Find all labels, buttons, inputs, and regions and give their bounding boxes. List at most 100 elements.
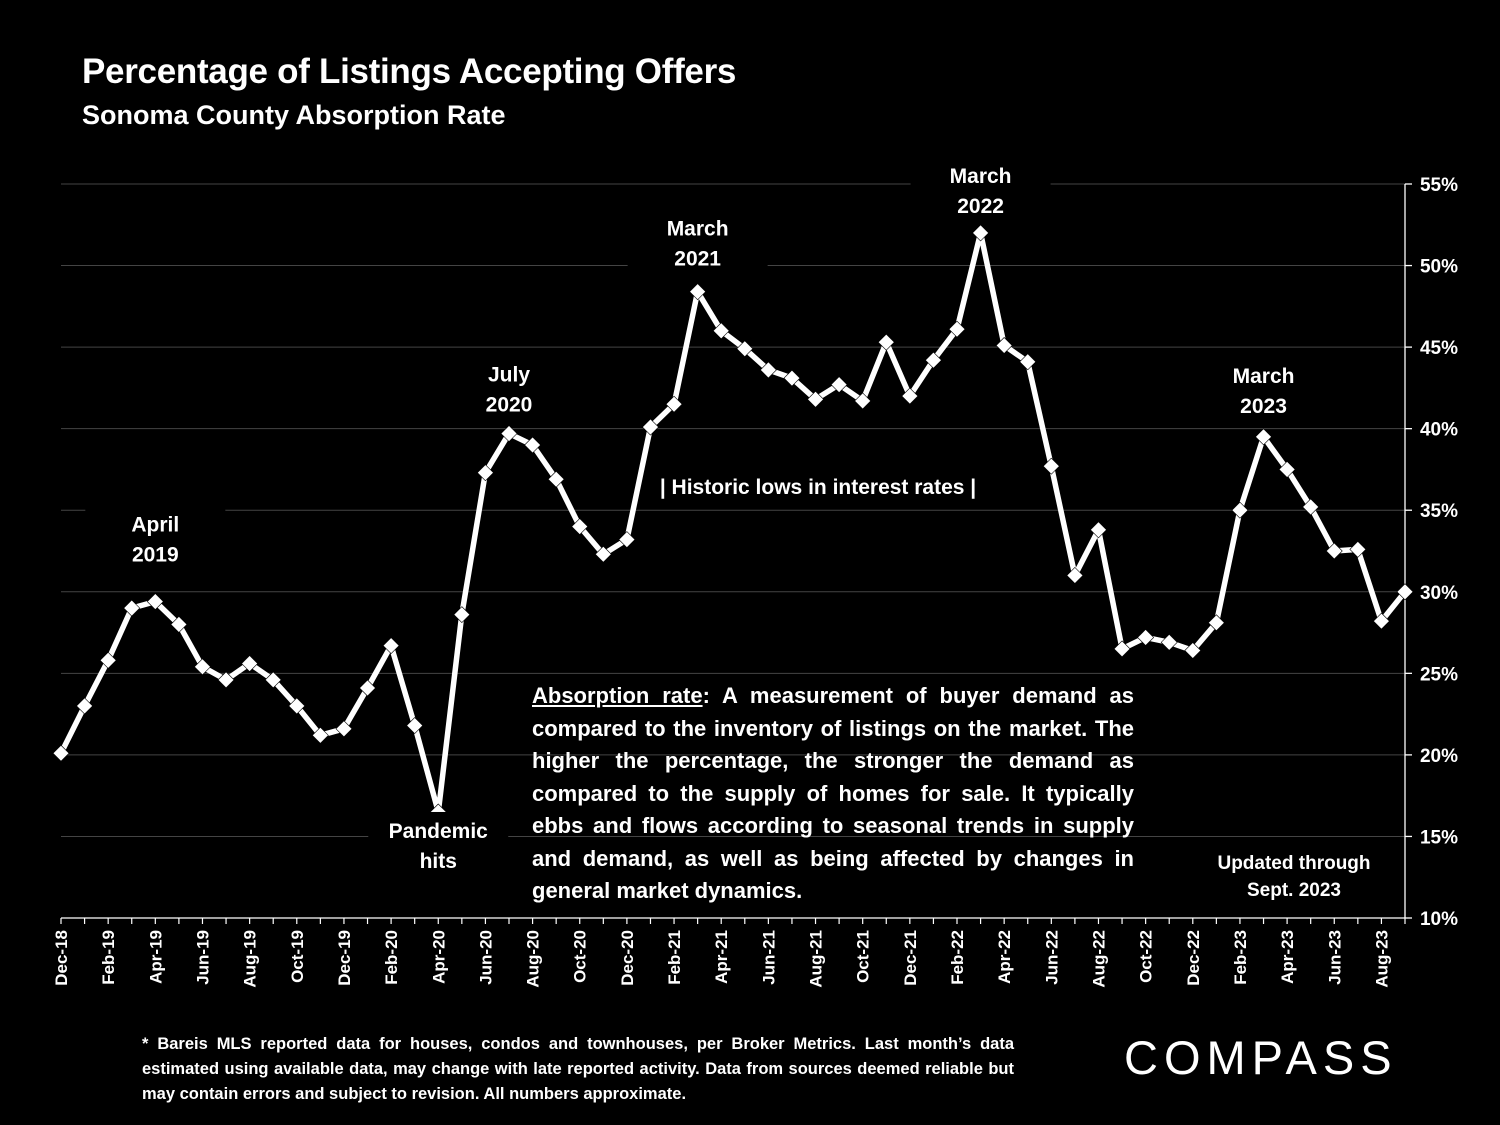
x-tick-label: Aug-22 [1089,930,1108,988]
data-point-marker [359,679,376,697]
data-point-marker [123,599,141,617]
data-point-marker [736,340,754,358]
absorption-rate-explanation: Absorption rate: A measurement of buyer … [532,680,1134,908]
chart-title: Percentage of Listings Accepting Offers [82,52,737,91]
data-point-marker [1137,629,1155,646]
data-point-marker [901,387,919,405]
y-tick-label: 55% [1420,175,1458,196]
data-point-marker [476,464,494,482]
compass-logo: COMPASS [1124,1031,1398,1084]
update-note: Sept. 2023 [1247,880,1341,901]
annotation-label: Pandemic [389,820,489,843]
data-point-marker [830,376,848,394]
data-point-marker [500,425,518,442]
data-point-marker [1090,521,1107,539]
annotation-label: March [667,218,729,241]
chart-subtitle: Sonoma County Absorption Rate [82,100,506,130]
data-point-marker [1349,540,1367,558]
data-point-marker [1396,583,1414,601]
data-point-marker [1113,640,1131,658]
y-tick-label: 20% [1420,746,1458,767]
data-point-marker [382,637,400,655]
data-point-marker [1066,567,1084,584]
x-tick-label: Dec-18 [52,930,71,986]
data-point-marker [170,615,188,633]
y-tick-label: 15% [1420,827,1458,848]
data-point-marker [311,726,329,744]
y-tick-label: 10% [1420,909,1458,930]
data-point-marker [1302,498,1320,516]
data-point-marker [1042,457,1060,475]
x-tick-label: Apr-23 [1278,930,1297,984]
x-tick-label: Feb-19 [99,930,118,985]
annotation-backing [627,209,768,276]
x-tick-label: Dec-21 [901,930,920,986]
update-note: Updated through [1217,853,1370,874]
data-point-marker [571,518,589,535]
x-tick-label: Oct-20 [571,930,590,983]
annotation-label: March [1233,365,1295,388]
explanation-body: : A measurement of buyer demand as compa… [532,683,1134,903]
x-tick-label: Jun-19 [193,930,212,985]
y-tick-label: 25% [1420,664,1458,685]
y-tick-label: 45% [1420,338,1458,359]
y-tick-label: 30% [1420,583,1458,604]
annotation-backing [85,505,226,572]
data-point-marker [288,697,306,715]
data-point-marker [972,224,990,242]
x-tick-label: Jun-23 [1325,930,1344,985]
data-point-marker [665,395,683,413]
data-point-marker [524,436,542,454]
x-tick-label: Apr-20 [429,930,448,984]
annotation-backing [368,811,509,878]
data-point-marker [759,361,777,379]
x-tick-label: Feb-23 [1231,930,1250,985]
x-tick-label: Feb-20 [382,930,401,985]
data-point-marker [146,593,164,610]
data-point-marker [995,337,1013,354]
annotation-label: 2019 [132,544,179,567]
data-point-marker [1160,633,1178,651]
absorption-rate-line [58,230,1408,815]
y-tick-label: 40% [1420,420,1458,441]
x-tick-label: Oct-22 [1137,930,1156,983]
annotation-label: 2023 [1240,395,1287,418]
annotation-backing [910,156,1051,223]
data-point-marker [854,392,872,410]
annotation-label: 2022 [957,195,1004,218]
data-point-marker [712,322,730,340]
data-point-marker [1019,353,1037,371]
data-point-marker [948,320,966,338]
data-point-marker [1231,501,1249,519]
y-tick-label: 50% [1420,257,1458,278]
data-point-marker [807,390,824,408]
chart-labels: April 2019 Pandemic hits July 2020 March 2021 Ma… [85,156,1371,901]
annotation-label: hits [420,850,457,873]
data-point-marker [689,283,707,301]
x-tick-label: Oct-19 [288,930,307,983]
data-point-marker [877,333,895,351]
x-tick-label: Dec-19 [335,930,354,986]
data-point-marker [642,418,659,436]
annotation-label: 2021 [674,248,721,271]
explanation-term: Absorption rate [532,683,703,708]
x-tick-label: Jun-22 [1042,930,1061,985]
data-point-marker [1372,612,1390,630]
data-point-marker [618,531,636,549]
x-tick-label: Apr-19 [146,930,165,984]
data-point-marker [264,671,282,689]
interest-rate-note: | Historic lows in interest rates | [660,476,976,499]
x-tick-label: Apr-21 [712,930,731,984]
x-tick-label: Feb-22 [948,930,967,985]
data-point-marker [453,606,471,624]
data-point-marker [547,470,565,488]
x-tick-label: Aug-23 [1372,930,1391,988]
x-tick-label: Feb-21 [665,930,684,985]
data-point-marker [194,658,211,676]
data-point-marker [335,720,353,738]
data-point-marker [1255,428,1272,446]
data-point-marker [241,655,259,672]
data-point-marker [594,545,612,563]
data-point-marker [76,697,94,715]
